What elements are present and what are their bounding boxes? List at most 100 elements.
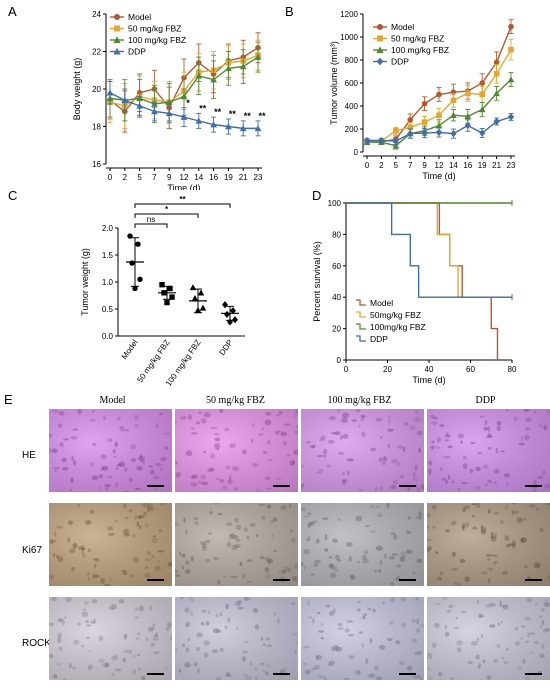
y-axis-title: Tumor weight (g) (80, 248, 90, 316)
x-tick-label: 5 (394, 161, 399, 170)
x-tick-label: 9 (167, 173, 172, 182)
data-point (421, 119, 428, 125)
x-tick-label: 2 (379, 161, 384, 170)
scale-bar (399, 485, 416, 487)
scale-bar (273, 673, 290, 675)
legend-marker (113, 36, 121, 43)
legend-label: 100 mg/kg FBZ (128, 35, 186, 45)
data-point (165, 110, 173, 117)
data-point (191, 294, 199, 301)
legend-label: Model (128, 12, 151, 22)
x-tick-label: 20 (383, 365, 392, 374)
data-point (167, 285, 173, 292)
data-point (161, 290, 167, 296)
data-point (135, 241, 141, 247)
data-point (393, 127, 399, 134)
data-point (507, 113, 515, 121)
data-point (435, 122, 443, 129)
data-point (165, 98, 173, 105)
y-tick-label: 80 (332, 230, 341, 239)
legend-label: 50mg/kg FBZ (370, 310, 421, 320)
data-point (508, 23, 514, 30)
tissue-texture (301, 503, 424, 586)
data-point (421, 100, 428, 107)
legend-label: 100 mg/kg FBZ (391, 45, 449, 55)
x-tick-label: 0 (344, 365, 349, 374)
histology-image (175, 597, 298, 680)
x-tick-label: 23 (254, 173, 263, 182)
data-point (363, 136, 371, 145)
y-tick-label: 20 (332, 325, 341, 334)
data-point (254, 53, 262, 60)
y-tick-label: 16 (92, 160, 101, 169)
x-tick-label: 0 (108, 173, 113, 182)
y-tick-label: 600 (345, 79, 359, 88)
data-point (197, 289, 205, 296)
significance-mark: ** (244, 111, 252, 121)
histology-image (427, 597, 550, 680)
y-tick-label: 200 (345, 125, 359, 134)
histology-image (49, 503, 172, 586)
legend-marker (377, 24, 383, 30)
data-point (151, 108, 158, 115)
histology-image (49, 409, 172, 492)
data-point (239, 125, 247, 132)
survival-curve (346, 202, 512, 298)
row-label-ki67: Ki67 (22, 545, 43, 556)
data-point (479, 91, 485, 98)
histology-image (175, 409, 298, 492)
legend-line (356, 335, 366, 342)
data-point (224, 310, 230, 318)
data-point (210, 76, 217, 83)
scale-bar (147, 485, 164, 487)
significance-mark: * (186, 98, 190, 108)
data-point (479, 129, 486, 137)
x-tick-label: 40 (425, 365, 434, 374)
data-point (195, 72, 203, 79)
data-point (450, 97, 457, 104)
data-point (493, 89, 500, 97)
data-point (435, 128, 443, 137)
scale-bar (399, 673, 416, 675)
y-tick-label: 400 (345, 102, 359, 111)
data-point (199, 304, 207, 311)
data-point (164, 299, 170, 306)
data-point (378, 136, 385, 145)
data-point (450, 129, 457, 138)
y-tick-label: 24 (92, 10, 101, 19)
legend-line (356, 323, 366, 330)
legend-marker (376, 57, 384, 66)
histology-image (49, 597, 172, 680)
y-tick-label: 1.5 (102, 251, 114, 260)
x-tick-label: 80 (508, 365, 517, 374)
panel-label-e: E (4, 392, 13, 407)
data-point (225, 65, 232, 72)
x-tick-label: 14 (194, 173, 203, 182)
data-point (478, 106, 486, 113)
y-axis-title: Tumor volume (mm³) (329, 41, 339, 125)
significance-mark: ** (229, 109, 237, 119)
data-point (194, 306, 202, 313)
y-tick-label: 18 (92, 123, 101, 132)
scale-bar (147, 579, 164, 581)
panel-label-c: C (8, 188, 18, 203)
y-axis-title: Percent survival (%) (312, 241, 322, 322)
data-point (479, 80, 485, 86)
tissue-texture (428, 409, 550, 492)
y-tick-label: 800 (345, 56, 359, 65)
data-point (227, 318, 233, 326)
data-point (464, 112, 472, 120)
significance-bracket (134, 203, 231, 208)
data-point (508, 46, 514, 53)
histology-image (301, 597, 424, 680)
y-tick-label: 20 (92, 85, 101, 94)
y-axis-title: Body weight (g) (72, 58, 82, 121)
y-tick-label: 60 (332, 262, 341, 271)
x-tick-label: 0 (365, 161, 370, 170)
survival-curve (346, 202, 499, 360)
column-header-50fbz: 50 mg/kg FBZ (206, 395, 265, 406)
significance-mark: ** (258, 111, 266, 121)
x-axis-title: Time (d) (167, 183, 200, 190)
